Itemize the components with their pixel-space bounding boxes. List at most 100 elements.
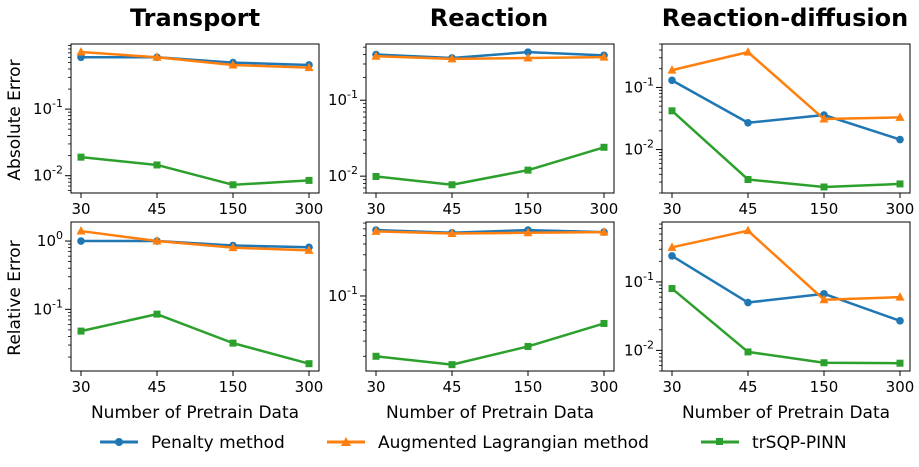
x-tick-label: 300 — [590, 200, 619, 218]
data-point — [668, 76, 676, 85]
data-point — [743, 47, 753, 56]
series-trsqp — [77, 153, 313, 189]
legend-label-trsqp: trSQP-PINN — [752, 433, 847, 453]
data-point — [448, 181, 456, 189]
series-trsqp — [668, 107, 904, 191]
data-point — [448, 361, 456, 369]
data-point — [667, 65, 677, 74]
data-point — [743, 225, 753, 235]
data-point — [896, 135, 904, 144]
data-point — [304, 245, 314, 254]
x-tick-label: 300 — [295, 200, 324, 218]
x-tick-label: 45 — [442, 200, 461, 218]
data-point — [76, 226, 86, 235]
data-point — [229, 181, 237, 189]
series-penalty — [668, 252, 904, 325]
data-point — [77, 327, 85, 335]
x-tick-label: 30 — [366, 378, 385, 396]
series-line — [80, 229, 310, 252]
series-line — [671, 229, 901, 301]
data-point — [668, 285, 676, 293]
data-point — [600, 143, 608, 151]
column-title-reaction-diffusion: Reaction-diffusion — [662, 4, 908, 32]
series-trsqp — [668, 285, 904, 367]
x-tick-label: 300 — [886, 378, 915, 396]
x-tick-label: 30 — [662, 378, 681, 396]
data-point — [895, 112, 905, 121]
axes-frame — [365, 221, 615, 372]
data-point — [668, 252, 676, 260]
x-tick-label: 150 — [810, 200, 839, 218]
x-tick-label: 45 — [738, 378, 757, 396]
data-point — [819, 114, 829, 123]
series-line — [375, 54, 605, 61]
x-axis-label-transport: Number of Pretrain Data — [91, 403, 299, 423]
data-point — [305, 360, 313, 368]
data-point — [77, 237, 85, 245]
data-point — [523, 227, 533, 237]
data-point — [896, 317, 904, 325]
data-point — [229, 339, 237, 347]
data-point — [305, 176, 313, 184]
series-penalty — [668, 76, 904, 144]
x-tick-label: 300 — [295, 378, 324, 396]
legend-label-augmented: Augmented Lagrangian method — [378, 433, 649, 453]
data-point — [153, 310, 161, 318]
data-point — [447, 53, 457, 63]
series-augmented — [371, 51, 609, 63]
x-tick-label: 150 — [810, 378, 839, 396]
axes-frame — [70, 221, 320, 372]
legend-marker-triangle — [341, 437, 351, 446]
data-point — [524, 48, 532, 56]
column-title-transport: Transport — [130, 4, 260, 32]
series-line — [375, 322, 605, 366]
data-point — [744, 298, 752, 307]
y-tick-label: 10-1 — [33, 97, 63, 118]
legend-item-trsqp: trSQP-PINN — [701, 433, 847, 453]
y-tick-label: 100 — [37, 229, 63, 250]
x-tick-label: 45 — [147, 378, 166, 396]
data-point — [599, 52, 609, 61]
x-tick-label: 45 — [442, 378, 461, 396]
legend-marker-circle — [115, 438, 123, 446]
x-tick-label: 150 — [514, 378, 543, 396]
data-point — [599, 227, 609, 236]
data-point — [371, 51, 381, 60]
legend: Penalty method Augmented Lagrangian meth… — [100, 433, 847, 453]
data-point — [304, 62, 314, 72]
y-tick-label: 10-2 — [33, 164, 63, 185]
data-point — [895, 292, 905, 301]
data-point — [524, 166, 532, 174]
legend-label-penalty: Penalty method — [151, 433, 285, 453]
data-point — [152, 236, 162, 245]
y-tick-label: 10-1 — [328, 88, 358, 109]
series-line — [671, 79, 901, 141]
data-point — [372, 352, 380, 360]
data-point — [447, 228, 457, 237]
series-line — [375, 50, 605, 60]
series-augmented — [667, 47, 905, 123]
series-augmented — [76, 47, 314, 72]
panel-reaction-diffusion-relative: 10-1 10-2 30 45 150 300 — [624, 221, 915, 396]
legend-item-penalty: Penalty method — [100, 433, 285, 453]
data-point — [228, 242, 238, 252]
y-tick-label: 10-1 — [33, 297, 63, 318]
x-tick-label: 30 — [71, 378, 90, 396]
panel-reaction-absolute: 10-1 10-2 30 45 150 300 — [328, 43, 619, 218]
series-line — [375, 230, 605, 235]
y-tick-label: 10-2 — [624, 138, 654, 159]
legend-item-augmented: Augmented Lagrangian method — [327, 433, 649, 453]
series-line — [80, 155, 310, 187]
data-point — [820, 359, 828, 367]
y-tick-label: 10-1 — [624, 75, 654, 96]
series-trsqp — [77, 310, 313, 368]
series-trsqp — [372, 143, 608, 189]
series-line — [671, 254, 901, 323]
panel-transport-absolute: 10-1 10-2 30 45 150 300 — [33, 43, 324, 218]
data-point — [744, 118, 752, 127]
series-augmented — [76, 226, 314, 254]
series-penalty — [372, 48, 608, 62]
row-label-relative-error: Relative Error — [5, 240, 25, 355]
